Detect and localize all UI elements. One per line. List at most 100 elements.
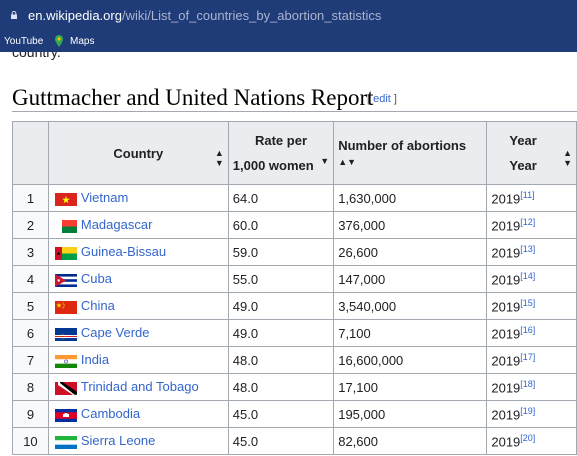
- table-row: 3 Guinea-Bissau 59.0 26,600 2019[13]: [12, 238, 577, 266]
- country-link[interactable]: Cuba: [80, 271, 112, 287]
- country-cell: Cape Verde: [47, 319, 229, 347]
- flag-sierra-leone-icon: [54, 435, 77, 449]
- table-row: 4 Cuba 55.0 147,000 2019[14]: [12, 265, 577, 293]
- year-value: 2019: [491, 353, 521, 369]
- rate-cell: 49.0: [227, 319, 335, 347]
- previous-paragraph-text: country.: [12, 52, 61, 60]
- abortions-cell: 147,000: [333, 265, 488, 293]
- year-value: 2019: [491, 191, 521, 207]
- table-row: 8 Trinidad and Tobago 48.0 17,100 2019[18]: [12, 373, 577, 401]
- country-cell: China: [47, 292, 229, 320]
- reference-link[interactable]: [13]: [520, 243, 536, 254]
- table-row: 5 China 49.0 3,540,000 2019[15]: [12, 292, 577, 320]
- country-cell: Trinidad and Tobago: [47, 373, 229, 401]
- flag-cambodia-icon: [54, 408, 77, 422]
- header-abortions[interactable]: Number of abortions ▲▼: [333, 121, 488, 185]
- country-cell: Sierra Leone: [47, 427, 229, 455]
- url-path: /wiki/List_of_countries_by_abortion_stat…: [121, 8, 382, 23]
- bookmark-maps[interactable]: Maps: [70, 36, 95, 47]
- country-cell: Madagascar: [47, 211, 229, 239]
- heading-divider: [12, 111, 577, 112]
- reference-link[interactable]: [18]: [520, 378, 536, 389]
- flag-india-icon: [54, 354, 77, 368]
- country-link[interactable]: Cape Verde: [80, 325, 150, 341]
- table-row: 9 Cambodia 45.0 195,000 2019[19]: [12, 400, 577, 428]
- rate-cell: 59.0: [227, 238, 335, 266]
- year-value: 2019: [491, 434, 521, 450]
- abortion-statistics-table: Country ▲ ▼ Rate per 1,000 women ▼ Number…: [12, 121, 577, 455]
- flag-guinea-bissau-icon: [54, 246, 77, 260]
- country-cell: Vietnam: [47, 184, 229, 212]
- country-cell: Cambodia: [47, 400, 229, 428]
- reference-link[interactable]: [15]: [520, 297, 536, 308]
- flag-vietnam-icon: [54, 192, 77, 206]
- country-link[interactable]: Trinidad and Tobago: [80, 379, 199, 395]
- header-country[interactable]: Country ▲ ▼: [47, 121, 229, 185]
- sort-icon[interactable]: ▲▼: [214, 148, 224, 168]
- rate-cell: 48.0: [227, 373, 335, 401]
- reference-link[interactable]: [11]: [520, 189, 535, 200]
- table-row: 2 Madagascar 60.0 376,000 2019[12]: [12, 211, 577, 239]
- abortions-cell: 1,630,000: [333, 184, 488, 212]
- row-index: 7: [12, 346, 49, 374]
- row-index: 6: [12, 319, 49, 347]
- bookmarks-bar: YouTube Maps: [0, 32, 577, 52]
- header-rate[interactable]: Rate per 1,000 women ▼: [227, 121, 335, 185]
- reference-link[interactable]: [20]: [520, 432, 536, 443]
- reference-link[interactable]: [14]: [520, 270, 536, 281]
- country-link[interactable]: Sierra Leone: [80, 433, 156, 449]
- abortions-cell: 7,100: [333, 319, 488, 347]
- year-cell: 2019[13]: [486, 238, 577, 266]
- header-rate-line2: 1,000 women: [232, 158, 314, 173]
- country-cell: India: [47, 346, 229, 374]
- year-cell: 2019[18]: [486, 373, 577, 401]
- country-link[interactable]: China: [80, 298, 115, 314]
- header-rate-line1: Rate per: [254, 133, 308, 148]
- abortions-cell: 17,100: [333, 373, 488, 401]
- abortions-cell: 195,000: [333, 400, 488, 428]
- header-year[interactable]: Year Year ▲ ▼: [486, 121, 577, 185]
- abortions-cell: 376,000: [333, 211, 488, 239]
- year-cell: 2019[15]: [486, 292, 577, 320]
- country-link[interactable]: Guinea-Bissau: [80, 244, 167, 260]
- row-index: 3: [12, 238, 49, 266]
- sort-icon[interactable]: ▲▼: [563, 148, 572, 168]
- reference-link[interactable]: [16]: [520, 324, 536, 335]
- sort-descending-icon[interactable]: ▼: [320, 156, 330, 166]
- row-index: 8: [12, 373, 49, 401]
- year-cell: 2019[11]: [486, 184, 577, 212]
- reference-link[interactable]: [12]: [520, 216, 536, 227]
- year-cell: 2019[12]: [486, 211, 577, 239]
- edit-link[interactable]: edit: [373, 93, 391, 105]
- row-index: 10: [12, 427, 49, 455]
- header-country-label: Country: [113, 145, 164, 161]
- abortions-cell: 26,600: [333, 238, 488, 266]
- row-index: 5: [12, 292, 49, 320]
- edit-section: [ edit ]: [367, 93, 397, 105]
- url-text[interactable]: en.wikipedia.org/wiki/List_of_countries_…: [28, 8, 381, 23]
- row-index: 2: [12, 211, 49, 239]
- year-cell: 2019[20]: [486, 427, 577, 455]
- reference-link[interactable]: [17]: [520, 351, 536, 362]
- row-index: 9: [12, 400, 49, 428]
- header-index: [12, 121, 49, 185]
- country-link[interactable]: Madagascar: [80, 217, 153, 233]
- flag-cuba-icon: [54, 273, 77, 287]
- table-row: 7 India 48.0 16,600,000 2019[17]: [12, 346, 577, 374]
- abortions-cell: 82,600: [333, 427, 488, 455]
- abortions-cell: 16,600,000: [333, 346, 488, 374]
- rate-cell: 45.0: [227, 427, 335, 455]
- sort-icon[interactable]: ▲▼: [338, 157, 357, 167]
- browser-address-bar[interactable]: en.wikipedia.org/wiki/List_of_countries_…: [0, 0, 577, 32]
- table-row: 1 Vietnam 64.0 1,630,000 2019[11]: [12, 184, 577, 212]
- reference-link[interactable]: [19]: [520, 405, 536, 416]
- year-value: 2019: [491, 218, 521, 234]
- bookmark-youtube[interactable]: YouTube: [4, 36, 44, 47]
- country-link[interactable]: India: [80, 352, 110, 368]
- country-link[interactable]: Cambodia: [80, 406, 141, 422]
- page-content: country. Guttmacher and United Nations R…: [0, 52, 577, 456]
- flag-madagascar-icon: [54, 219, 77, 233]
- country-link[interactable]: Vietnam: [80, 190, 129, 206]
- flag-trinidad-and-tobago-icon: [54, 381, 77, 395]
- row-index: 4: [12, 265, 49, 293]
